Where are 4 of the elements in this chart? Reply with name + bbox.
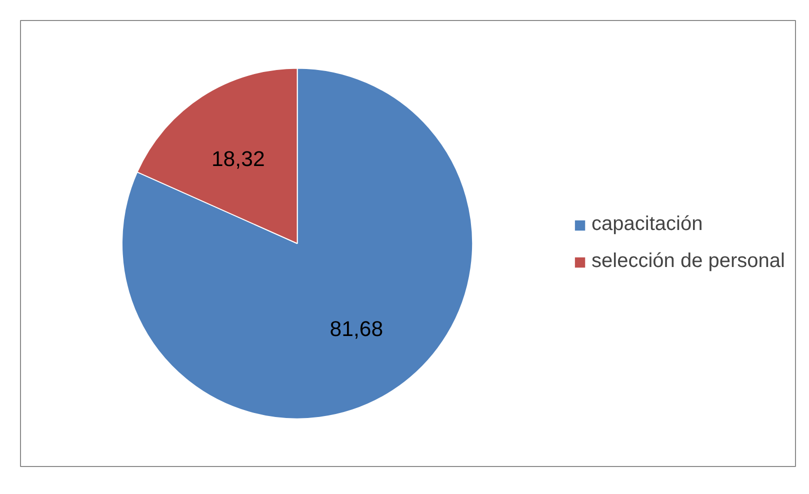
- data-label: 18,32: [211, 147, 265, 172]
- legend-label: capacitación: [592, 213, 703, 236]
- legend-label: selección de personal: [592, 250, 785, 273]
- data-label: 81,68: [330, 316, 384, 341]
